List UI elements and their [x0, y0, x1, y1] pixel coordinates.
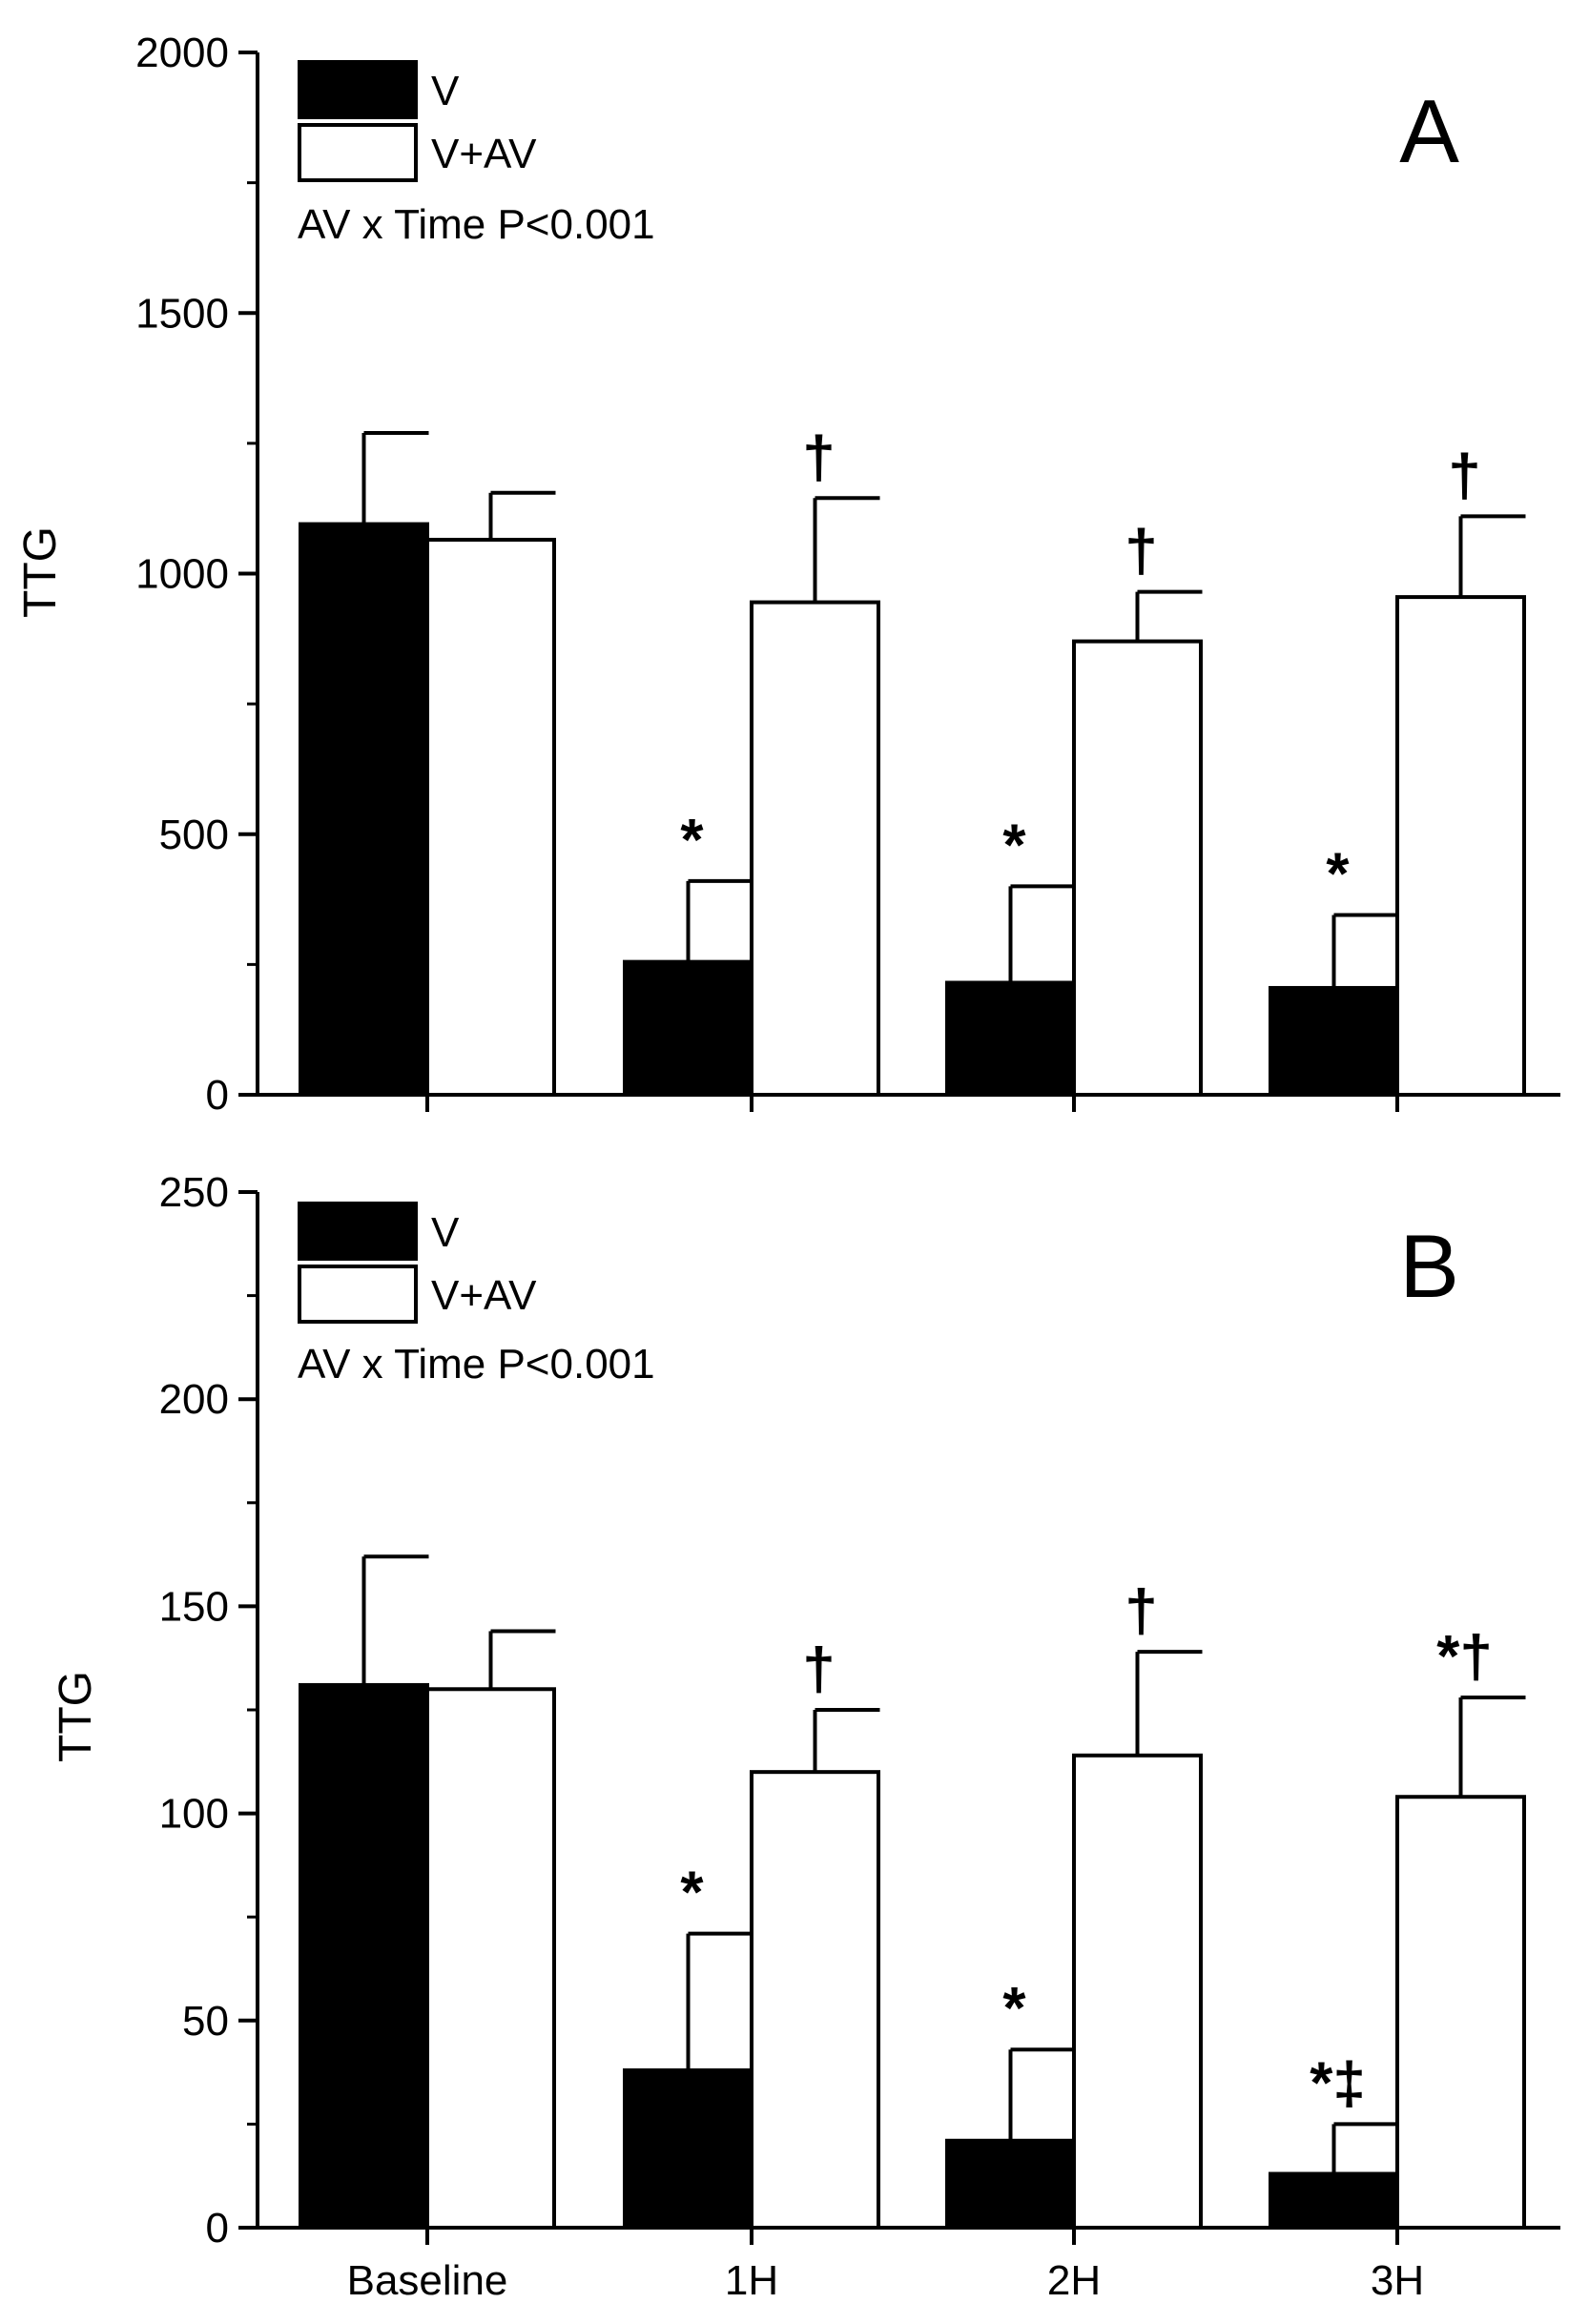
- panel-a-sig-mark-vav-2h: †: [1125, 519, 1157, 585]
- panel-b-y-tick-label: 200: [159, 1376, 229, 1423]
- panel-b-bar-vav-3h: [1395, 1795, 1526, 2230]
- panel-b-bar-v-2h: [945, 2138, 1076, 2230]
- panel-a-bar-vav-baseline: [425, 537, 556, 1097]
- panel-a-y-axis-title: TTG: [15, 526, 66, 618]
- panel-a-sig-mark-v-2h: *: [1002, 812, 1026, 878]
- panel-b-bar-v-baseline: [299, 1682, 429, 2231]
- panel-b-sig-mark-vav-2h: †: [1125, 1578, 1157, 1644]
- panel-b-legend-swatch-v: [298, 1202, 418, 1261]
- panel-a-bar-v-1h: [623, 959, 753, 1098]
- panel-a-bar-vav-1h: [750, 600, 880, 1097]
- panel-a-legend-swatch-vav: [298, 123, 418, 182]
- panel-a-y-tick-label: 1500: [135, 290, 229, 337]
- panel-b-sig-mark-v-1h: *: [680, 1861, 704, 1926]
- panel-b-bar-vav-2h: [1072, 1753, 1203, 2231]
- panel-b-legend-swatch-vav: [298, 1265, 418, 1324]
- panel-b-y-tick-label: 250: [159, 1169, 229, 1216]
- panel-a-bar-v-3h: [1269, 985, 1399, 1098]
- panel-a-bar-v-baseline: [299, 522, 429, 1097]
- panel-b-bar-vav-1h: [750, 1770, 880, 2231]
- panel-b-sig-mark-v-2h: *: [1002, 1976, 1026, 2042]
- panel-b-chart: B TTG * * *‡ † † *† 0 50 100 150 200 250 Baseline 1H 2H…: [51, 1169, 1560, 2304]
- panel-b-y-tick-label: 100: [159, 1791, 229, 1838]
- panel-b-sig-mark-v-3h: *‡: [1310, 2050, 1366, 2116]
- panel-b-legend-label-vav: V+AV: [431, 1272, 537, 1319]
- panel-b-y-tick-label: 150: [159, 1583, 229, 1630]
- panel-b-y-tick-label: 0: [206, 2205, 229, 2252]
- panel-b-y-axis-title: TTG: [51, 1671, 101, 1762]
- panel-a-legend-label-vav: V+AV: [431, 131, 537, 177]
- panel-a-bar-v-2h: [945, 980, 1076, 1097]
- panel-b-sig-mark-vav-3h: *†: [1436, 1624, 1493, 1690]
- panel-a-annotation: AV x Time P<0.001: [298, 201, 655, 248]
- panel-a-y-tick-label: 500: [159, 812, 229, 858]
- panel-b-y-tick-label: 50: [182, 1998, 229, 2045]
- panel-b-bar-vav-baseline: [425, 1687, 556, 2230]
- panel-b-bar-v-1h: [623, 2067, 753, 2230]
- panel-b-x-tick-label: Baseline: [347, 2257, 508, 2304]
- panel-b-bar-v-3h: [1269, 2171, 1399, 2231]
- panel-a-sig-mark-vav-3h: †: [1448, 442, 1480, 508]
- panel-a-y-tick-label: 0: [206, 1072, 229, 1119]
- panel-a-sig-mark-v-1h: *: [680, 808, 704, 874]
- panel-a-y-tick-label: 2000: [135, 30, 229, 76]
- panel-b-x-tick-label: 1H: [725, 2257, 778, 2304]
- panel-b-letter: B: [1399, 1216, 1459, 1316]
- panel-a-sig-mark-v-3h: *: [1326, 841, 1350, 907]
- panel-b-x-tick-label: 3H: [1371, 2257, 1424, 2304]
- panel-a-chart: A TTG * * * † † † 0 500 1000 1500 2000 V V+AV AV x Tim…: [15, 30, 1560, 1119]
- panel-b-sig-mark-vav-1h: †: [802, 1636, 835, 1702]
- panel-a-y-tick-label: 1000: [135, 551, 229, 598]
- panel-a-bar-vav-3h: [1395, 595, 1526, 1097]
- panel-a-legend-label-v: V: [431, 68, 460, 114]
- panel-b-annotation: AV x Time P<0.001: [298, 1341, 655, 1388]
- panel-b-legend-label-v: V: [431, 1209, 460, 1256]
- panel-a-bar-vav-2h: [1072, 639, 1203, 1097]
- panel-a-sig-mark-vav-1h: †: [802, 424, 835, 490]
- panel-a-letter: A: [1399, 81, 1459, 181]
- panel-b-x-tick-label: 2H: [1047, 2257, 1101, 2304]
- panel-a-legend-swatch-v: [298, 60, 418, 119]
